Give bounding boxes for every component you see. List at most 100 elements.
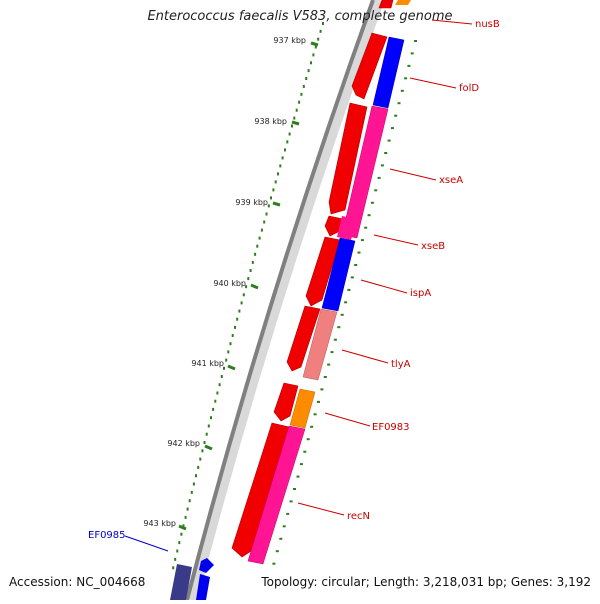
minor-tick-dot	[216, 391, 219, 395]
cds-arrow-ispA	[305, 236, 341, 307]
minor-tick-dot	[258, 236, 261, 240]
major-tick-marks	[178, 41, 319, 531]
minor-tick-dot	[197, 465, 200, 469]
leader-line-tlyA	[341, 349, 389, 364]
cds-arrow-nusB	[378, 0, 394, 9]
minor-tick-dot	[214, 399, 217, 403]
minor-tick-dot	[203, 441, 206, 444]
minor-tick-dot	[267, 204, 270, 208]
minor-tick-dot	[357, 251, 361, 254]
minor-tick-dot	[300, 92, 303, 96]
topology-summary: Topology: circular; Length: 3,218,031 bp…	[261, 575, 591, 589]
minor-tick-dot	[274, 180, 277, 184]
cds-arrow-xseA	[328, 102, 368, 215]
minor-tick-dot	[337, 326, 341, 329]
minor-tick-dot	[281, 156, 284, 160]
minor-tick-dot	[414, 40, 417, 42]
minor-tick-dot	[293, 488, 296, 490]
minor-tick-dot	[291, 124, 293, 128]
leader-line-ispA	[360, 279, 408, 294]
minor-tick-dot	[186, 507, 189, 511]
minor-tick-dot	[354, 264, 358, 266]
major-tick	[272, 201, 281, 207]
backbone	[185, 0, 375, 601]
minor-tick-dot	[317, 400, 320, 403]
minor-tick-dot	[330, 351, 334, 354]
minor-tick-dot	[340, 313, 344, 316]
minor-tick-dot	[380, 164, 384, 167]
minor-tick-dot	[387, 139, 391, 142]
minor-tick-dot	[410, 52, 414, 55]
minor-tick-dot	[404, 77, 408, 80]
minor-tick-dot	[234, 325, 236, 329]
minor-tick-dot	[251, 260, 254, 264]
cds-arrow-xseB	[324, 215, 344, 237]
gene-label-EF0983: EF0983	[372, 422, 410, 433]
minor-tick-dot	[279, 164, 282, 168]
minor-tick-dot	[242, 293, 245, 297]
gene-label-folD: folD	[459, 83, 479, 94]
minor-tick-dot	[207, 424, 210, 428]
minor-tick-dot	[364, 226, 368, 229]
function-block-tlyA	[302, 308, 338, 381]
minor-tick-dot	[256, 244, 259, 248]
minor-tick-dot	[293, 116, 296, 120]
leader-line-EF0985	[124, 535, 169, 552]
minor-tick-dot	[319, 29, 322, 33]
minor-tick-dot	[397, 102, 401, 105]
minor-tick-dot	[247, 277, 250, 281]
minor-tick-dot	[298, 100, 301, 104]
minor-tick-dot	[263, 220, 266, 224]
minor-tick-dot	[370, 201, 374, 204]
tick-label: 937 kbp	[273, 36, 306, 45]
minor-tick-dot	[184, 515, 187, 519]
tick-label: 942 kbp	[167, 439, 200, 448]
minor-tick-dot	[270, 196, 272, 200]
minor-tick-dot	[310, 425, 314, 428]
minor-tick-dot	[176, 549, 179, 553]
minor-tick-dot	[323, 376, 327, 378]
minor-tick-dot	[210, 416, 212, 420]
gene-label-xseB: xseB	[421, 241, 445, 252]
leader-line-xseB	[373, 234, 419, 246]
tick-label: 938 kbp	[254, 117, 287, 126]
minor-tick-dot	[240, 301, 243, 305]
minor-tick-dot	[223, 366, 225, 370]
leader-line-EF0983	[324, 412, 371, 427]
minor-tick-dot	[238, 309, 241, 313]
minor-tick-dot	[284, 148, 286, 152]
function-track	[247, 0, 411, 565]
major-tick	[204, 444, 213, 451]
minor-tick-dot	[172, 566, 175, 570]
leader-line-nusB	[431, 19, 473, 25]
minor-tick-dot	[303, 450, 307, 453]
minor-tick-marks	[172, 22, 417, 570]
minor-tick-dot	[182, 524, 185, 528]
accession-label: Accession: NC_004668	[9, 575, 146, 589]
minor-tick-dot	[249, 269, 252, 272]
function-block-folD	[372, 36, 405, 109]
minor-tick-dot	[312, 53, 315, 57]
minor-tick-dot	[360, 239, 364, 242]
minor-tick-dot	[218, 383, 221, 387]
minor-tick-dot	[367, 214, 371, 217]
minor-tick-dot	[188, 499, 191, 503]
genome-title: Enterococcus faecalis V583, complete gen…	[147, 9, 453, 24]
minor-tick-dot	[286, 140, 289, 144]
leader-line-folD	[409, 77, 457, 89]
minor-tick-dot	[277, 172, 279, 176]
leader-lines	[297, 19, 473, 516]
minor-tick-dot	[296, 475, 300, 478]
minor-tick-dot	[192, 482, 195, 486]
gene-shadow-EF0985	[170, 564, 192, 600]
minor-tick-dot	[317, 37, 320, 41]
minor-tick-dot	[229, 342, 232, 346]
minor-tick-dot	[347, 288, 351, 291]
minor-tick-dot	[314, 45, 317, 49]
tick-label: 940 kbp	[213, 279, 246, 288]
function-block-recN	[247, 425, 306, 565]
minor-tick-dot	[272, 188, 275, 192]
tick-label: 939 kbp	[235, 198, 268, 207]
